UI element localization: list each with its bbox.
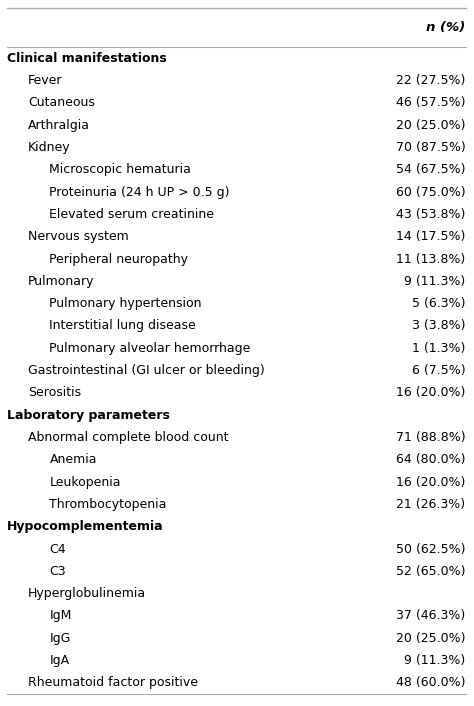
Text: Elevated serum creatinine: Elevated serum creatinine <box>49 208 214 221</box>
Text: 6 (7.5%): 6 (7.5%) <box>412 364 465 377</box>
Text: Leukopenia: Leukopenia <box>49 476 121 489</box>
Text: IgA: IgA <box>49 654 70 667</box>
Text: Interstitial lung disease: Interstitial lung disease <box>49 319 196 333</box>
Text: Pulmonary hypertension: Pulmonary hypertension <box>49 297 202 310</box>
Text: 3 (3.8%): 3 (3.8%) <box>412 319 465 333</box>
Text: Gastrointestinal (GI ulcer or bleeding): Gastrointestinal (GI ulcer or bleeding) <box>28 364 265 377</box>
Text: Hypocomplementemia: Hypocomplementemia <box>7 520 164 533</box>
Text: 46 (57.5%): 46 (57.5%) <box>396 97 465 109</box>
Text: 16 (20.0%): 16 (20.0%) <box>396 476 465 489</box>
Text: 16 (20.0%): 16 (20.0%) <box>396 386 465 400</box>
Text: 20 (25.0%): 20 (25.0%) <box>396 119 465 132</box>
Text: n (%): n (%) <box>426 21 465 35</box>
Text: C3: C3 <box>49 565 66 578</box>
Text: Rheumatoid factor positive: Rheumatoid factor positive <box>28 676 198 689</box>
Text: Proteinuria (24 h UP > 0.5 g): Proteinuria (24 h UP > 0.5 g) <box>49 186 230 198</box>
Text: Thrombocytopenia: Thrombocytopenia <box>49 498 167 511</box>
Text: 60 (75.0%): 60 (75.0%) <box>396 186 465 198</box>
Text: 43 (53.8%): 43 (53.8%) <box>396 208 465 221</box>
Text: 9 (11.3%): 9 (11.3%) <box>404 275 465 288</box>
Text: Kidney: Kidney <box>28 141 71 154</box>
Text: Nervous system: Nervous system <box>28 230 129 244</box>
Text: Clinical manifestations: Clinical manifestations <box>7 52 167 65</box>
Text: 22 (27.5%): 22 (27.5%) <box>396 74 465 87</box>
Text: Fever: Fever <box>28 74 63 87</box>
Text: Arthralgia: Arthralgia <box>28 119 90 132</box>
Text: 5 (6.3%): 5 (6.3%) <box>412 297 465 310</box>
Text: IgG: IgG <box>49 632 71 645</box>
Text: 50 (62.5%): 50 (62.5%) <box>396 542 465 556</box>
Text: 71 (88.8%): 71 (88.8%) <box>396 431 465 444</box>
Text: Pulmonary alveolar hemorrhage: Pulmonary alveolar hemorrhage <box>49 342 251 355</box>
Text: Pulmonary: Pulmonary <box>28 275 95 288</box>
Text: 9 (11.3%): 9 (11.3%) <box>404 654 465 667</box>
Text: 14 (17.5%): 14 (17.5%) <box>396 230 465 244</box>
Text: 64 (80.0%): 64 (80.0%) <box>396 453 465 467</box>
Text: 70 (87.5%): 70 (87.5%) <box>396 141 465 154</box>
Text: Serositis: Serositis <box>28 386 82 400</box>
Text: Hyperglobulinemia: Hyperglobulinemia <box>28 587 146 600</box>
Text: Laboratory parameters: Laboratory parameters <box>7 409 170 421</box>
Text: Abnormal complete blood count: Abnormal complete blood count <box>28 431 229 444</box>
Text: Anemia: Anemia <box>49 453 97 467</box>
Text: Microscopic hematuria: Microscopic hematuria <box>49 163 191 176</box>
Text: Peripheral neuropathy: Peripheral neuropathy <box>49 253 189 265</box>
Text: 54 (67.5%): 54 (67.5%) <box>396 163 465 176</box>
Text: 52 (65.0%): 52 (65.0%) <box>396 565 465 578</box>
Text: 11 (13.8%): 11 (13.8%) <box>396 253 465 265</box>
Text: Cutaneous: Cutaneous <box>28 97 95 109</box>
Text: IgM: IgM <box>49 609 72 623</box>
Text: 21 (26.3%): 21 (26.3%) <box>396 498 465 511</box>
Text: C4: C4 <box>49 542 66 556</box>
Text: 20 (25.0%): 20 (25.0%) <box>396 632 465 645</box>
Text: 48 (60.0%): 48 (60.0%) <box>396 676 465 689</box>
Text: 37 (46.3%): 37 (46.3%) <box>396 609 465 623</box>
Text: 1 (1.3%): 1 (1.3%) <box>412 342 465 355</box>
